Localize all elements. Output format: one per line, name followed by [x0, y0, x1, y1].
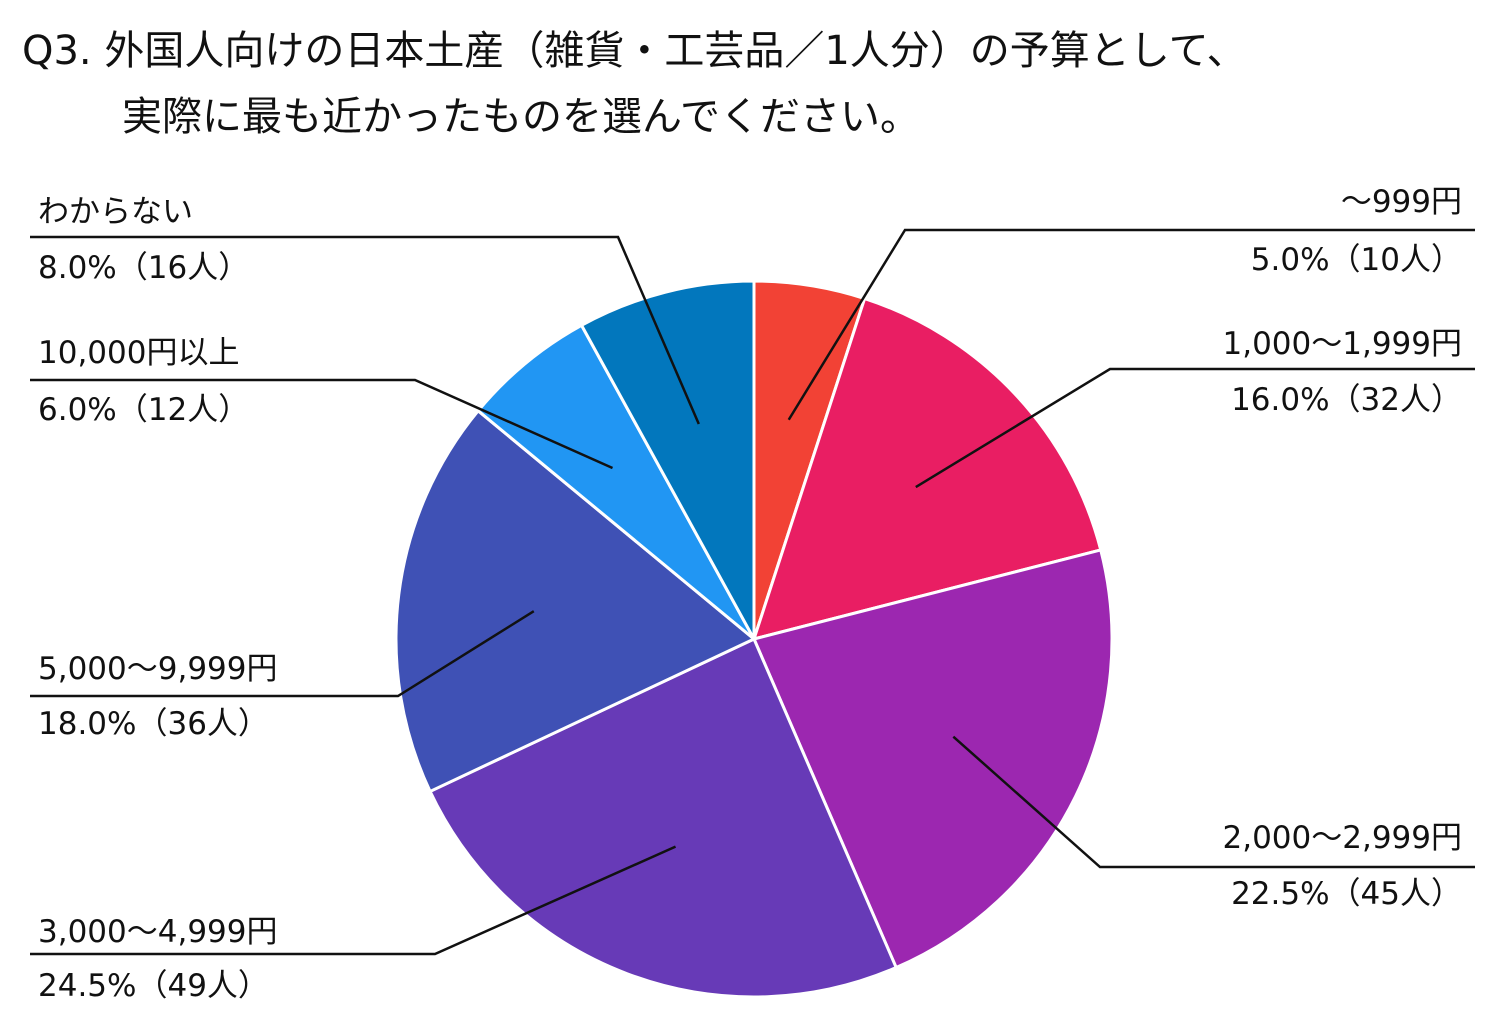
leader-line [30, 378, 614, 470]
slice-value-label: 16.0%（32人） [1231, 382, 1462, 418]
slice-value-label: 8.0%（16人） [38, 250, 249, 286]
slice-value-label: 22.5%（45人） [1231, 876, 1462, 912]
pie-slice [428, 636, 899, 999]
pie-slice [751, 296, 1103, 642]
leader-line [30, 610, 535, 698]
leader-line [30, 845, 677, 956]
pie-slice [579, 279, 756, 640]
pie-slice [751, 548, 1114, 970]
pie-slice [394, 408, 757, 794]
pie-slices [394, 279, 1114, 999]
leader-line [30, 235, 700, 425]
chart-title-line2: 実際に最も近かったものを選んでください。 [122, 94, 920, 140]
slice-category-label: 5,000～9,999円 [38, 651, 278, 687]
slice-category-label: わからない [38, 194, 193, 230]
leader-line [952, 735, 1475, 869]
slice-value-label: 24.5%（49人） [38, 968, 269, 1004]
chart-title-line1: Q3. 外国人向けの日本土産（雑貨・工芸品／1人分）の予算として、 [22, 28, 1247, 74]
leader-lines [30, 228, 1475, 956]
leader-line [915, 367, 1475, 489]
slice-category-label: 1,000～1,999円 [1223, 326, 1463, 362]
leader-line [787, 228, 1475, 421]
slice-value-label: 6.0%（12人） [38, 392, 249, 428]
slice-labels: ～999円 5.0%（10人） 1,000～1,999円 16.0%（32人） 2,00… [38, 184, 1462, 1004]
slice-category-label: ～999円 [1341, 184, 1462, 220]
slice-category-label: 10,000円以上 [38, 335, 239, 371]
slice-category-label: 2,000～2,999円 [1223, 820, 1463, 856]
slice-value-label: 18.0%（36人） [38, 706, 269, 742]
slice-value-label: 5.0%（10人） [1251, 242, 1462, 278]
slice-category-label: 3,000～4,999円 [38, 914, 278, 950]
